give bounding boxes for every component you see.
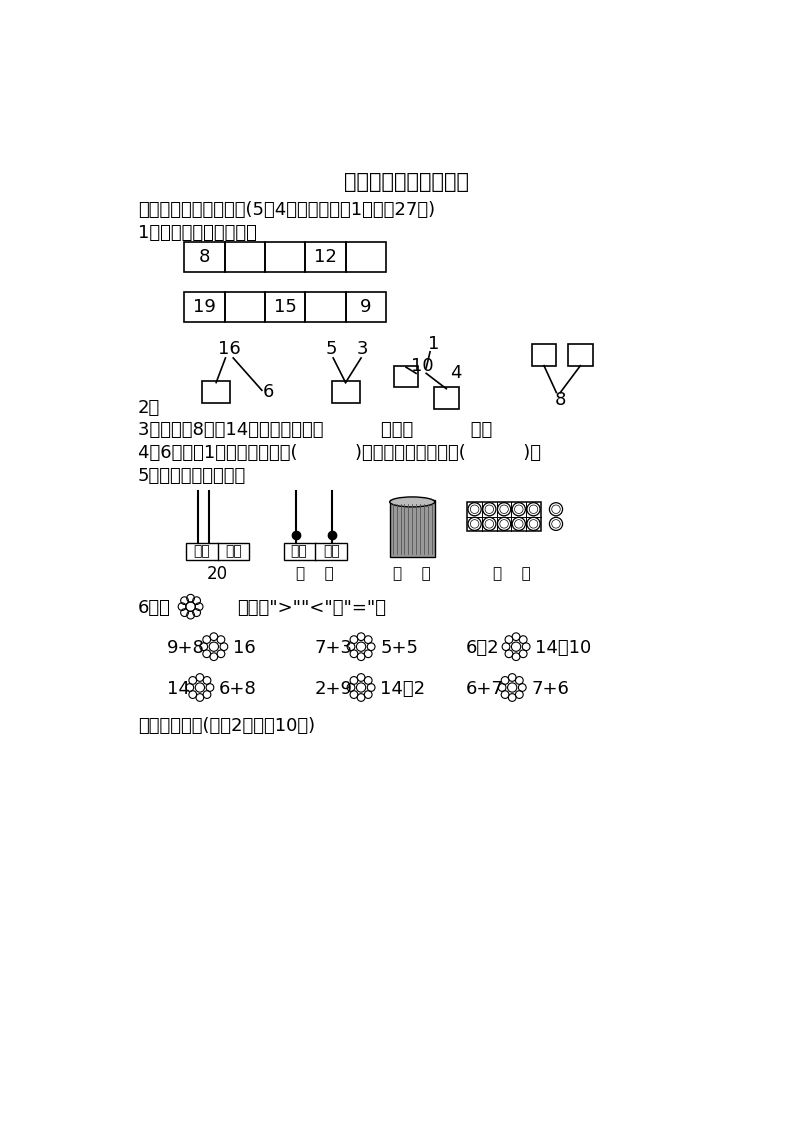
- Bar: [568, 344, 593, 366]
- Text: 10: 10: [411, 357, 434, 375]
- Text: （    ）: （ ）: [393, 565, 431, 581]
- Bar: [346, 242, 386, 272]
- Text: 20: 20: [207, 564, 228, 582]
- Bar: [393, 366, 419, 387]
- Text: 上海市名校期末测试卷: 上海市名校期末测试卷: [343, 173, 469, 192]
- Text: 16: 16: [233, 640, 256, 657]
- Text: （    ）: （ ）: [297, 565, 334, 581]
- Text: 4: 4: [450, 365, 462, 383]
- Bar: [186, 543, 250, 560]
- Bar: [531, 344, 557, 366]
- Bar: [265, 293, 305, 322]
- Text: 15: 15: [274, 298, 297, 316]
- Bar: [185, 242, 224, 272]
- Bar: [185, 293, 224, 322]
- Text: 个位: 个位: [324, 544, 340, 559]
- Text: 个位: 个位: [225, 544, 243, 559]
- Bar: [389, 500, 435, 557]
- Text: 7+3: 7+3: [315, 640, 353, 657]
- Bar: [434, 387, 458, 408]
- Text: 6+8: 6+8: [219, 680, 257, 698]
- Bar: [346, 293, 386, 322]
- Bar: [284, 543, 347, 560]
- Bar: [467, 502, 541, 531]
- Text: 一、填一填，画一画。(5题4分，其余每空1分，共27分): 一、填一填，画一画。(5题4分，其余每空1分，共27分): [138, 201, 435, 219]
- Text: 里填上">""<"或"="。: 里填上">""<"或"="。: [237, 599, 386, 617]
- Bar: [224, 293, 265, 322]
- Bar: [305, 293, 346, 322]
- Text: 1: 1: [428, 335, 439, 353]
- Text: 4．6个一和1个十组成的数是(          )，它后面的一个数是(          )。: 4．6个一和1个十组成的数是( )，它后面的一个数是( )。: [138, 443, 541, 461]
- Text: 3: 3: [357, 340, 369, 358]
- Text: 14－2: 14－2: [381, 680, 426, 698]
- Text: 19: 19: [193, 298, 216, 316]
- Text: 7+6: 7+6: [531, 680, 569, 698]
- Text: 2．: 2．: [138, 399, 160, 417]
- Bar: [224, 242, 265, 272]
- Text: 14－10: 14－10: [535, 640, 592, 657]
- Text: 6．在: 6．在: [138, 599, 170, 617]
- Text: 8: 8: [199, 248, 210, 266]
- Text: 14: 14: [167, 680, 190, 698]
- Text: 5．画一画，写一写。: 5．画一画，写一写。: [138, 467, 246, 485]
- Text: 8: 8: [554, 392, 566, 410]
- Text: 9: 9: [360, 298, 371, 316]
- Ellipse shape: [389, 497, 435, 507]
- Bar: [305, 242, 346, 272]
- Text: 十位: 十位: [291, 544, 308, 559]
- Bar: [331, 381, 359, 403]
- Text: 3．写出比8大比14小的两个数：（          ）、（          ）。: 3．写出比8大比14小的两个数：（ ）、（ ）。: [138, 421, 492, 439]
- Text: 十位: 十位: [193, 544, 210, 559]
- Text: 16: 16: [218, 340, 241, 358]
- Text: 2+9: 2+9: [315, 680, 353, 698]
- Text: 5+5: 5+5: [381, 640, 419, 657]
- Text: 6+7: 6+7: [465, 680, 504, 698]
- Text: 5: 5: [326, 340, 337, 358]
- Bar: [202, 381, 230, 403]
- Text: 6－2: 6－2: [465, 640, 500, 657]
- Text: （    ）: （ ）: [493, 565, 531, 581]
- Text: 12: 12: [314, 248, 337, 266]
- Text: 6: 6: [262, 383, 274, 401]
- Bar: [265, 242, 305, 272]
- Text: 9+8: 9+8: [167, 640, 205, 657]
- Text: 三、我会选。(每题2分，共10分): 三、我会选。(每题2分，共10分): [138, 717, 315, 735]
- Text: 1．按数的顺序填一填。: 1．按数的顺序填一填。: [138, 224, 257, 242]
